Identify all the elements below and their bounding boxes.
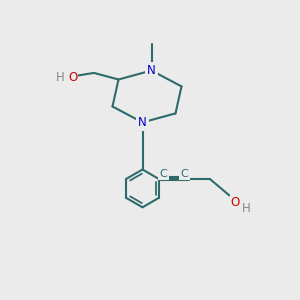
Text: O: O — [68, 70, 77, 84]
Text: H: H — [242, 202, 251, 214]
Text: C: C — [160, 169, 167, 178]
Text: N: N — [138, 116, 147, 129]
Text: H: H — [56, 70, 65, 84]
Text: C: C — [181, 169, 188, 178]
Text: N: N — [147, 64, 156, 77]
Text: O: O — [231, 196, 240, 208]
